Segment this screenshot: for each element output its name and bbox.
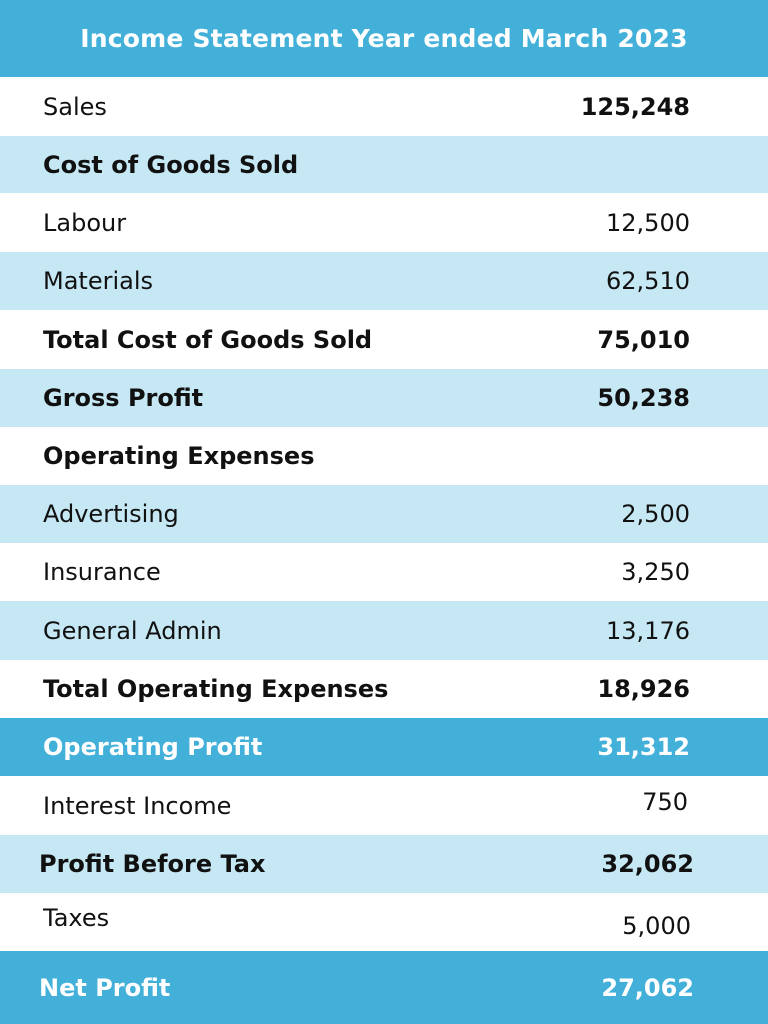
row-value: 750 xyxy=(642,787,688,816)
row-value: 75,010 xyxy=(597,325,690,354)
row-label: Operating Expenses xyxy=(43,442,315,470)
row-label: Interest Income xyxy=(43,791,232,820)
row-value: 18,926 xyxy=(597,675,690,703)
row-value: 12,500 xyxy=(606,208,690,237)
row-value: 50,238 xyxy=(597,384,690,412)
row-value: 2,500 xyxy=(621,500,690,528)
row-value: 62,510 xyxy=(606,267,690,295)
row-label: Operating Profit xyxy=(43,733,263,761)
row-materials: Materials 62,510 xyxy=(0,252,768,310)
row-label: Net Profit xyxy=(39,973,171,1002)
row-labour: Labour 12,500 xyxy=(0,193,768,252)
row-label: Labour xyxy=(43,208,127,237)
row-label: Materials xyxy=(43,267,154,295)
row-label: Insurance xyxy=(43,558,161,586)
row-label: Gross Profit xyxy=(43,384,204,412)
row-label: Advertising xyxy=(43,500,179,528)
row-advertising: Advertising 2,500 xyxy=(0,485,768,543)
row-total-cogs: Total Cost of Goods Sold 75,010 xyxy=(0,310,768,369)
row-gross-profit: Gross Profit 50,238 xyxy=(0,369,768,427)
row-label: Profit Before Tax xyxy=(39,850,266,878)
row-label: Total Operating Expenses xyxy=(43,675,389,703)
row-net-profit: Net Profit 27,062 xyxy=(0,951,768,1024)
row-cogs-heading: Cost of Goods Sold xyxy=(0,136,768,193)
row-opex-heading: Operating Expenses xyxy=(0,427,768,485)
row-label: Taxes xyxy=(43,904,110,932)
row-label: Total Cost of Goods Sold xyxy=(43,325,373,354)
row-total-opex: Total Operating Expenses 18,926 xyxy=(0,660,768,718)
row-operating-profit: Operating Profit 31,312 xyxy=(0,718,768,776)
row-label: General Admin xyxy=(43,616,222,645)
row-value: 5,000 xyxy=(622,912,691,940)
row-label: Sales xyxy=(43,92,107,121)
row-sales: Sales 125,248 xyxy=(0,77,768,136)
statement-title: Income Statement Year ended March 2023 xyxy=(0,0,768,77)
row-value: 31,312 xyxy=(597,733,690,761)
row-value: 32,062 xyxy=(601,850,694,878)
row-general-admin: General Admin 13,176 xyxy=(0,601,768,660)
row-value: 125,248 xyxy=(580,92,690,121)
row-interest-income: Interest Income 750 xyxy=(0,776,768,835)
row-value: 13,176 xyxy=(606,616,690,645)
row-label: Cost of Goods Sold xyxy=(43,150,299,179)
row-insurance: Insurance 3,250 xyxy=(0,543,768,601)
row-value: 27,062 xyxy=(601,973,694,1002)
row-taxes: Taxes 5,000 xyxy=(0,893,768,951)
row-profit-before-tax: Profit Before Tax 32,062 xyxy=(0,835,768,893)
row-value: 3,250 xyxy=(621,558,690,586)
